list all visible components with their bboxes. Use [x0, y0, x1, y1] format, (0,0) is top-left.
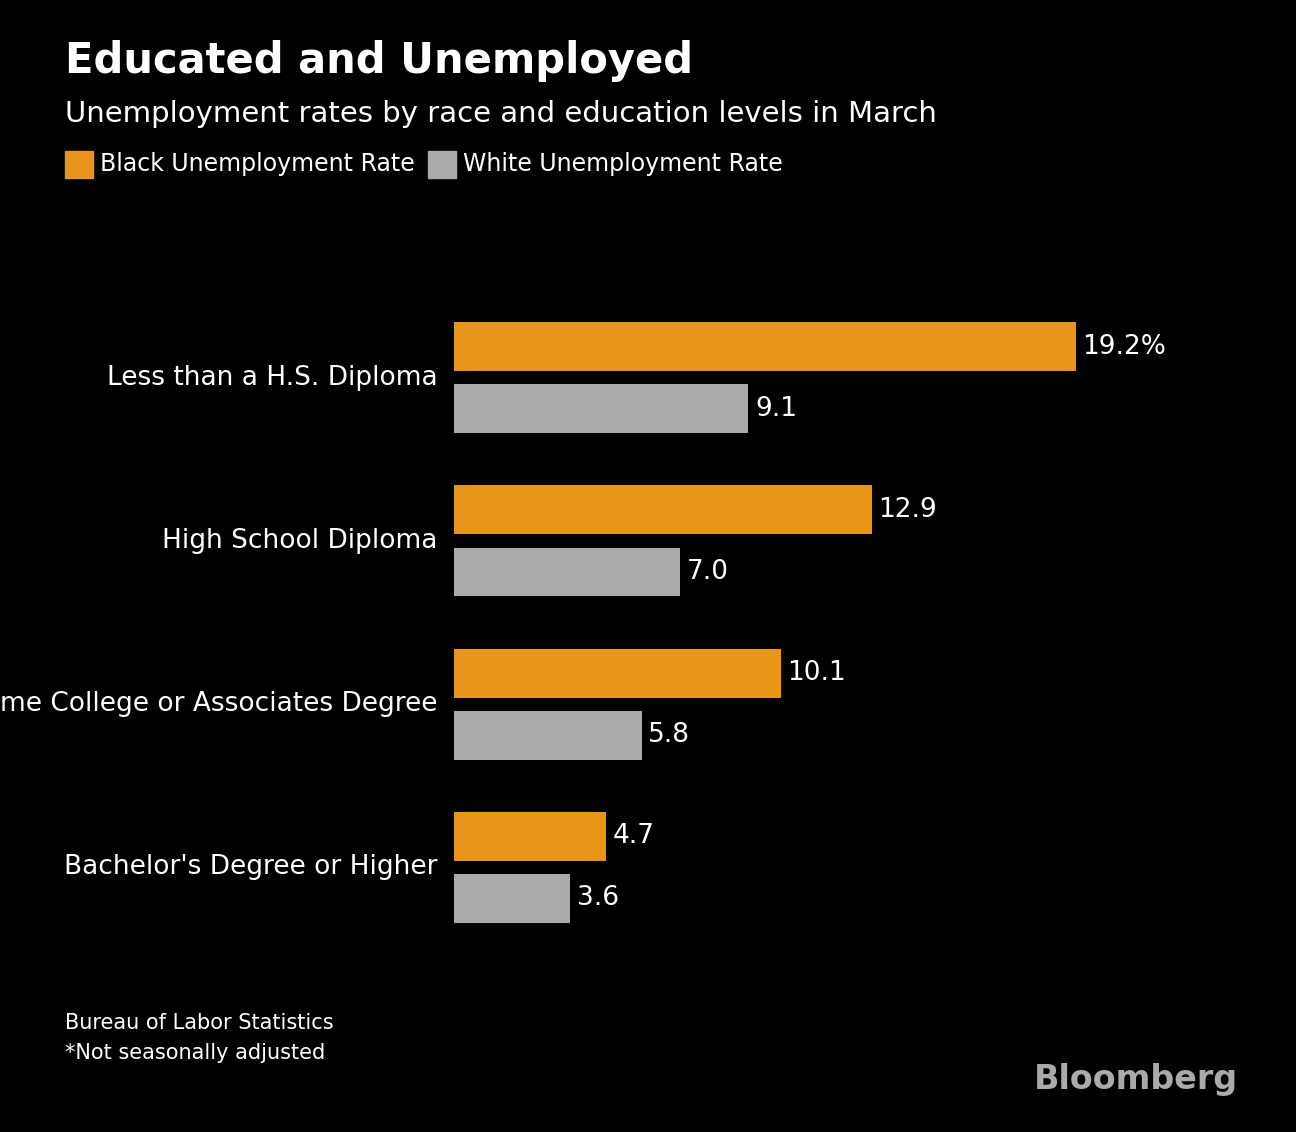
- Text: Black Unemployment Rate: Black Unemployment Rate: [100, 152, 415, 177]
- Text: White Unemployment Rate: White Unemployment Rate: [463, 152, 783, 177]
- Bar: [454, 812, 605, 861]
- Text: Bureau of Labor Statistics
*Not seasonally adjusted: Bureau of Labor Statistics *Not seasonal…: [65, 1013, 333, 1063]
- Text: 5.8: 5.8: [648, 722, 689, 748]
- Bar: [454, 384, 749, 434]
- Bar: [454, 323, 1076, 371]
- Text: 7.0: 7.0: [687, 559, 728, 585]
- Text: High School Diploma: High School Diploma: [162, 528, 437, 554]
- Bar: [454, 486, 871, 534]
- Bar: [454, 548, 680, 597]
- Text: 4.7: 4.7: [612, 823, 654, 849]
- Text: 19.2%: 19.2%: [1082, 334, 1166, 360]
- Bar: [454, 874, 570, 923]
- Bar: [454, 711, 642, 760]
- Text: Bloomberg: Bloomberg: [1033, 1063, 1238, 1096]
- Bar: [454, 649, 780, 697]
- Text: Less than a H.S. Diploma: Less than a H.S. Diploma: [106, 365, 437, 391]
- Text: 10.1: 10.1: [787, 660, 846, 686]
- Text: 9.1: 9.1: [754, 396, 797, 422]
- Text: Unemployment rates by race and education levels in March: Unemployment rates by race and education…: [65, 100, 937, 128]
- Text: 3.6: 3.6: [577, 885, 618, 911]
- Text: 12.9: 12.9: [877, 497, 937, 523]
- Text: Some College or Associates Degree: Some College or Associates Degree: [0, 692, 437, 718]
- Text: Educated and Unemployed: Educated and Unemployed: [65, 40, 693, 82]
- Text: Bachelor's Degree or Higher: Bachelor's Degree or Higher: [64, 855, 437, 881]
